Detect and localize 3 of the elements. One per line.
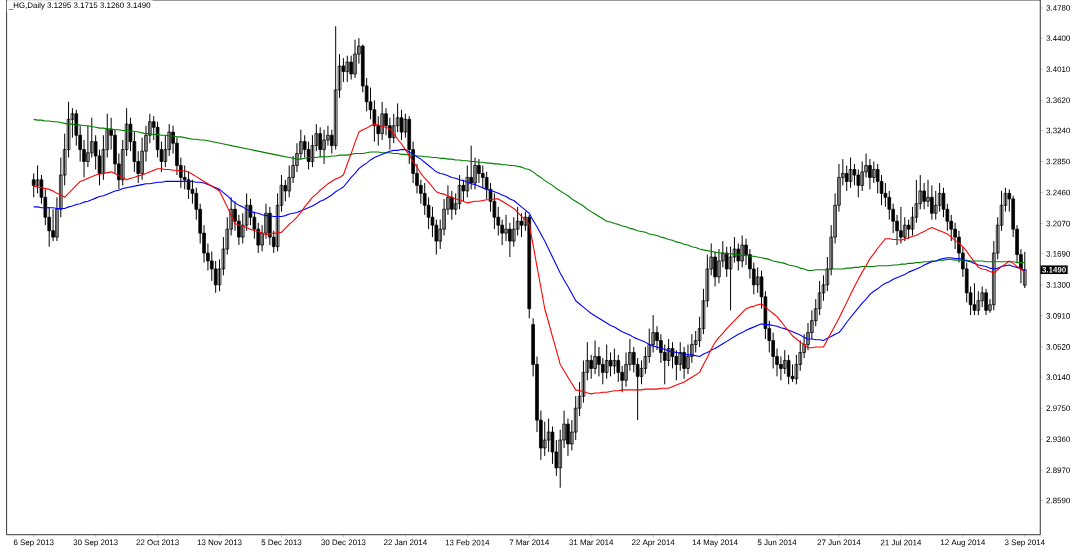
candlestick [612, 348, 617, 375]
candlestick [972, 282, 977, 316]
candlestick [345, 55, 350, 83]
